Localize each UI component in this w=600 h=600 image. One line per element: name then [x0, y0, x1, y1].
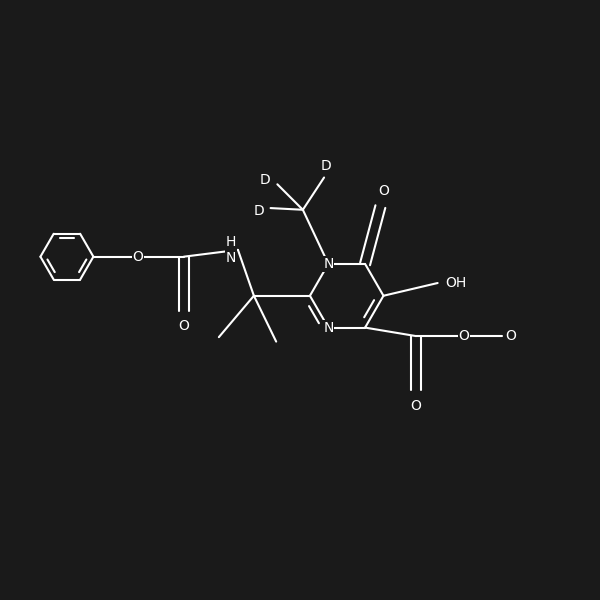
Text: D: D [260, 173, 271, 187]
Text: N: N [323, 320, 334, 335]
Text: O: O [133, 250, 143, 263]
Text: H
N: H N [226, 235, 236, 265]
Text: OH: OH [446, 276, 467, 290]
Text: O: O [410, 398, 421, 413]
Text: D: D [253, 205, 264, 218]
Text: N: N [323, 257, 334, 271]
Text: O: O [458, 329, 469, 343]
Text: O: O [379, 184, 389, 199]
Text: O: O [178, 319, 189, 333]
Text: D: D [320, 158, 331, 173]
Text: O: O [505, 329, 516, 343]
